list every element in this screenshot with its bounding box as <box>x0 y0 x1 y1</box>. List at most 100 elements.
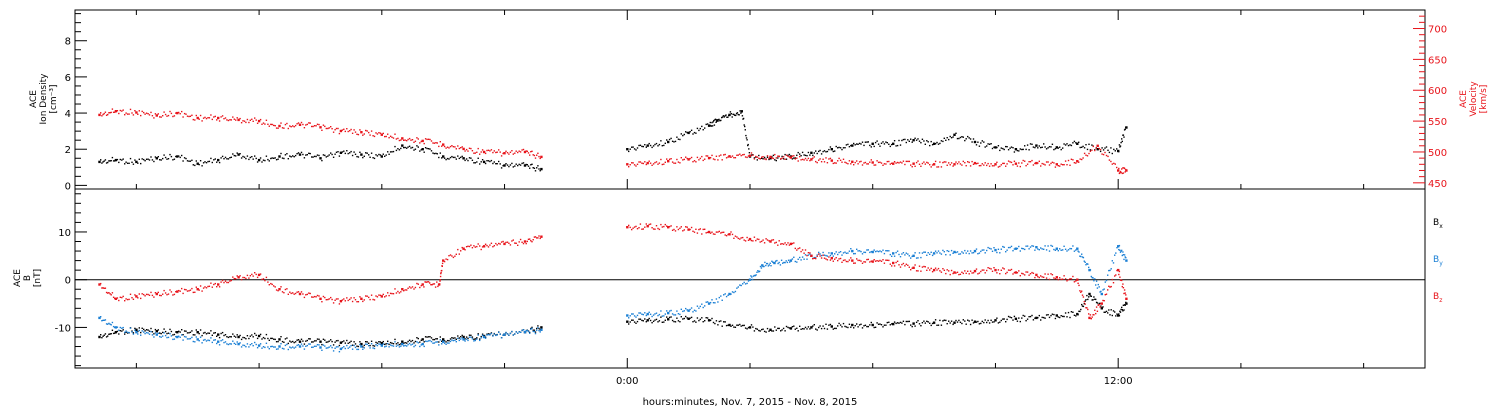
field-bz-trace <box>479 245 481 247</box>
field-bz-trace <box>468 245 471 248</box>
velocity-trace <box>940 166 943 168</box>
field-bz-trace <box>131 297 133 299</box>
field-bx-trace <box>210 330 212 332</box>
field-bz-trace <box>1048 278 1051 281</box>
field-bx-trace <box>248 337 250 340</box>
field-by-trace <box>261 347 263 349</box>
time-axis-label: hours:minutes, Nov. 7, 2015 - Nov. 8, 20… <box>643 397 858 408</box>
density-trace <box>170 155 173 158</box>
field-bx-trace <box>118 333 120 335</box>
density-trace <box>1121 138 1123 140</box>
field-bx-trace <box>427 336 430 338</box>
field-bz-trace <box>397 290 399 293</box>
velocity-trace <box>1089 150 1092 152</box>
field-by-trace <box>259 343 262 345</box>
field-bx-trace <box>172 334 174 336</box>
field-bx-trace <box>221 331 224 334</box>
density-point <box>994 146 997 149</box>
field-bx-trace <box>1085 299 1087 301</box>
field-bx-trace <box>799 325 801 327</box>
density-trace <box>392 150 395 153</box>
field-bz-trace <box>877 260 880 262</box>
field-by-trace <box>657 314 659 317</box>
field-by-trace <box>736 287 738 289</box>
velocity-trace <box>1019 165 1021 168</box>
velocity-trace <box>747 155 750 157</box>
field-bx-trace <box>132 332 135 334</box>
field-bz-trace <box>281 291 284 293</box>
field-bx-trace <box>907 320 909 323</box>
velocity-trace <box>464 150 466 152</box>
velocity-trace <box>277 127 279 129</box>
density-trace <box>923 140 925 142</box>
field-bx-trace <box>375 341 377 344</box>
velocity-trace <box>822 158 824 160</box>
field-bz-trace <box>296 291 298 293</box>
velocity-trace <box>519 151 522 153</box>
field-bx-trace <box>292 340 294 343</box>
field-by-trace <box>842 252 845 254</box>
field-by-trace <box>132 333 135 335</box>
field-bz-trace <box>178 289 180 292</box>
velocity-trace <box>961 164 963 166</box>
velocity-tick-label: 550 <box>1428 117 1447 128</box>
field-bz-trace <box>1037 276 1039 278</box>
field-bz-trace <box>984 272 986 274</box>
field-by-trace <box>850 248 852 250</box>
field-bx-trace <box>908 320 910 323</box>
density-trace <box>731 116 733 118</box>
velocity-trace <box>246 118 249 121</box>
velocity-trace <box>275 127 278 129</box>
field-by-trace <box>1125 257 1127 259</box>
field-bz-trace <box>446 258 449 261</box>
field-bz-trace <box>1097 304 1099 306</box>
velocity-trace <box>825 157 827 159</box>
field-by-trace <box>292 346 294 348</box>
velocity-trace <box>1107 155 1109 158</box>
field-bx-trace <box>189 331 192 333</box>
density-trace <box>210 157 212 160</box>
velocity-trace <box>755 155 757 158</box>
density-trace <box>492 162 494 165</box>
velocity-trace <box>267 123 269 125</box>
field-bz-point <box>646 225 649 228</box>
field-bx-trace <box>349 341 351 344</box>
velocity-trace <box>245 121 247 124</box>
field-bx-trace <box>1062 315 1064 318</box>
field-bx-trace <box>723 321 725 323</box>
density-trace <box>529 167 531 169</box>
field-by-trace <box>448 342 450 344</box>
field-by-trace <box>636 314 639 317</box>
field-by-trace <box>141 330 143 332</box>
density-trace <box>744 125 746 128</box>
field-by-trace <box>492 335 494 337</box>
field-bz-trace <box>857 259 859 262</box>
field-by-trace <box>1092 277 1094 279</box>
density-trace <box>102 161 104 163</box>
field-by-trace <box>331 346 333 349</box>
field-bx-trace <box>1107 312 1109 314</box>
velocity-trace <box>471 150 474 152</box>
field-bx-trace <box>141 327 143 329</box>
field-bz-trace <box>765 238 767 240</box>
density-trace <box>151 159 154 161</box>
velocity-trace <box>848 160 851 162</box>
velocity-trace <box>394 133 396 135</box>
density-trace <box>939 142 941 145</box>
velocity-trace <box>780 158 782 160</box>
field-by-trace <box>410 344 412 346</box>
field-bx-trace <box>465 336 468 338</box>
field-by-trace <box>816 254 818 256</box>
velocity-trace <box>886 160 888 163</box>
field-bz-trace <box>709 232 712 234</box>
velocity-trace <box>750 152 753 154</box>
field-bx-trace <box>701 317 703 319</box>
field-bz-trace <box>426 281 429 283</box>
field-by-trace <box>527 330 530 333</box>
field-bz-trace <box>236 275 238 277</box>
velocity-trace <box>673 162 675 164</box>
field-by-trace <box>191 336 193 339</box>
field-bx-trace <box>1087 298 1089 301</box>
velocity-trace <box>1114 163 1116 165</box>
density-trace <box>785 158 788 160</box>
